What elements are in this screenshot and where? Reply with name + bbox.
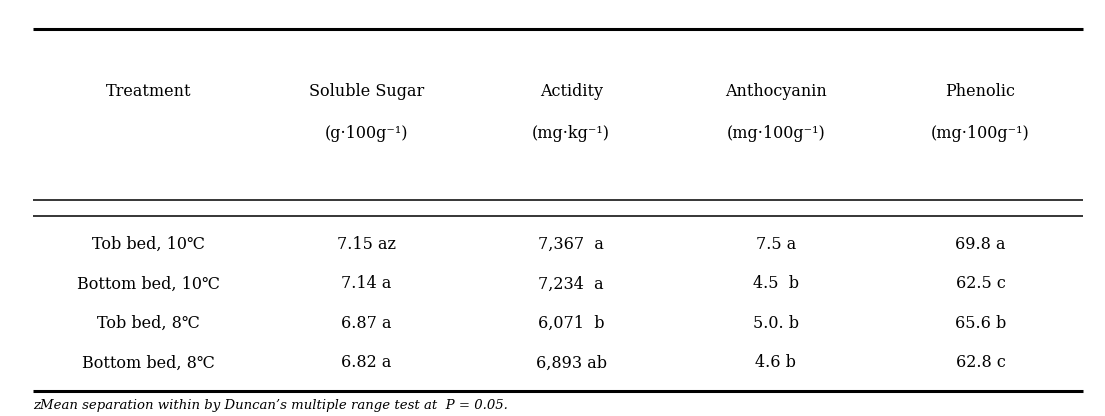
Text: Anthocyanin: Anthocyanin (725, 83, 827, 100)
Text: Bottom bed, 10℃: Bottom bed, 10℃ (77, 275, 220, 292)
Text: 7.15 aᴢ: 7.15 aᴢ (337, 236, 396, 253)
Text: 6.82 a: 6.82 a (341, 354, 391, 371)
Text: Soluble Sugar: Soluble Sugar (308, 83, 424, 100)
Text: ᴢMean separation within by Duncan’s multiple range test at  ​P = 0.05.: ᴢMean separation within by Duncan’s mult… (33, 399, 508, 412)
Text: Phenolic: Phenolic (946, 83, 1015, 100)
Text: 69.8 a: 69.8 a (956, 236, 1006, 253)
Text: Tob bed, 8℃: Tob bed, 8℃ (97, 315, 200, 332)
Text: Bottom bed, 8℃: Bottom bed, 8℃ (82, 354, 215, 371)
Text: (mg·100g⁻¹): (mg·100g⁻¹) (932, 125, 1030, 141)
Text: 7,234  a: 7,234 a (538, 275, 604, 292)
Text: 6,071  b: 6,071 b (538, 315, 604, 332)
Text: 65.6 b: 65.6 b (955, 315, 1007, 332)
Text: 5.0. b: 5.0. b (753, 315, 799, 332)
Text: Actidity: Actidity (539, 83, 602, 100)
Text: Treatment: Treatment (106, 83, 191, 100)
Text: 62.8 c: 62.8 c (956, 354, 1006, 371)
Text: 4.6 b: 4.6 b (756, 354, 797, 371)
Text: 7.5 a: 7.5 a (756, 236, 796, 253)
Text: 4.5  b: 4.5 b (753, 275, 799, 292)
Text: 7.14 a: 7.14 a (341, 275, 391, 292)
Text: Tob bed, 10℃: Tob bed, 10℃ (92, 236, 206, 253)
Text: (mg·100g⁻¹): (mg·100g⁻¹) (726, 125, 825, 141)
Text: (g·100g⁻¹): (g·100g⁻¹) (325, 125, 408, 141)
Text: (mg·kg⁻¹): (mg·kg⁻¹) (533, 125, 610, 141)
Text: 7,367  a: 7,367 a (538, 236, 604, 253)
Text: 62.5 c: 62.5 c (956, 275, 1006, 292)
Text: 6.87 a: 6.87 a (341, 315, 391, 332)
Text: 6,893 ab: 6,893 ab (536, 354, 607, 371)
